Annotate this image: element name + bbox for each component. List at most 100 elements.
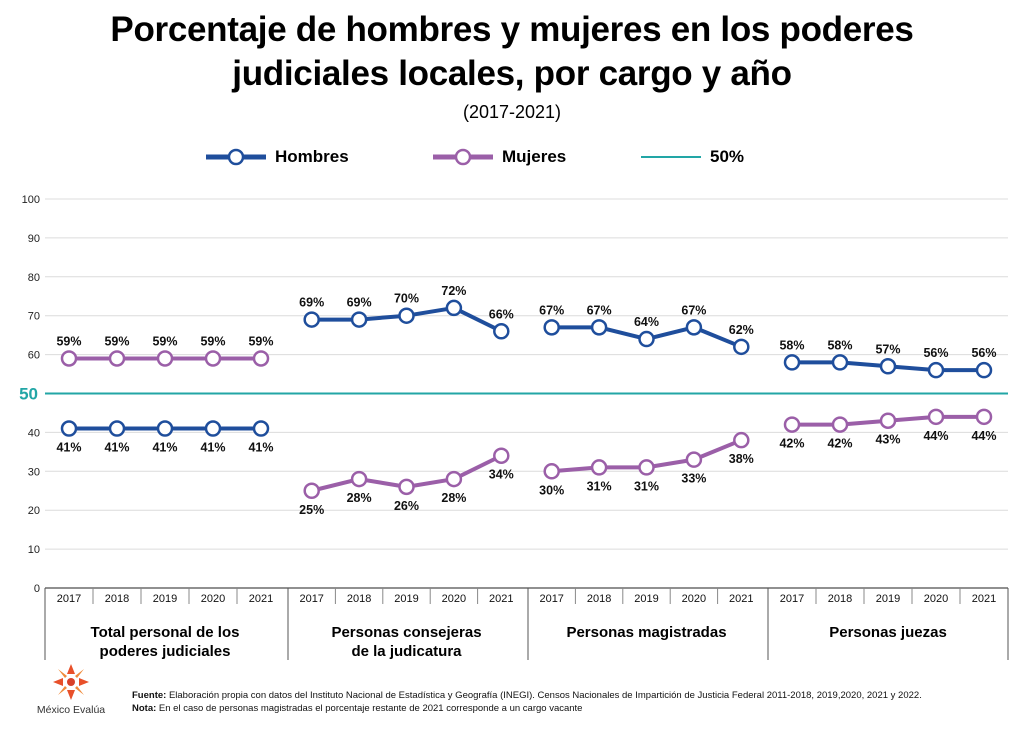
chart-title-line1: Porcentaje de hombres y mujeres en los p… bbox=[110, 10, 914, 49]
data-label: 56% bbox=[971, 346, 996, 360]
data-point-hombres bbox=[638, 330, 655, 348]
data-point-hombres bbox=[543, 319, 560, 336]
x-tick-label: 2020 bbox=[924, 593, 948, 605]
data-point-hombres bbox=[350, 311, 368, 328]
data-point-hombres bbox=[108, 420, 126, 437]
x-tick-label: 2021 bbox=[489, 593, 513, 605]
data-point-mujeres bbox=[303, 482, 320, 499]
data-label: 42% bbox=[779, 437, 804, 451]
x-tick-label: 2017 bbox=[299, 593, 323, 605]
data-label: 67% bbox=[587, 303, 612, 317]
data-label: 28% bbox=[441, 491, 466, 505]
legend-item-hombres: Hombres bbox=[205, 143, 349, 171]
data-label: 56% bbox=[923, 346, 948, 360]
x-tick-label: 2017 bbox=[780, 593, 804, 605]
x-tick-label: 2018 bbox=[828, 593, 852, 605]
footer-note-label: Nota: bbox=[132, 703, 157, 714]
data-label: 59% bbox=[104, 334, 129, 348]
data-label: 59% bbox=[56, 334, 81, 348]
y-tick-label: 40 bbox=[28, 427, 40, 439]
data-point-mujeres bbox=[927, 408, 945, 426]
data-point-mujeres bbox=[493, 447, 510, 464]
data-label: 67% bbox=[539, 303, 564, 317]
data-point-hombres bbox=[252, 420, 270, 437]
data-point-mujeres bbox=[831, 416, 849, 433]
data-point-mujeres bbox=[156, 350, 174, 367]
y-tick-label: 10 bbox=[28, 544, 40, 556]
data-point-mujeres bbox=[879, 412, 897, 429]
data-point-hombres bbox=[445, 299, 463, 317]
data-point-mujeres bbox=[108, 350, 126, 367]
group-label: de la judicatura bbox=[351, 643, 462, 660]
data-label: 58% bbox=[827, 338, 852, 352]
group-label: Personas juezas bbox=[829, 624, 947, 641]
x-tick-label: 2021 bbox=[729, 593, 753, 605]
data-label: 59% bbox=[200, 334, 225, 348]
data-point-hombres bbox=[783, 354, 801, 371]
data-label: 38% bbox=[729, 452, 754, 466]
group-label: Personas consejeras bbox=[331, 624, 481, 641]
data-point-mujeres bbox=[590, 459, 608, 476]
y-tick-label: 90 bbox=[28, 233, 40, 245]
data-label: 41% bbox=[152, 441, 177, 455]
data-point-mujeres bbox=[204, 350, 222, 367]
group-label: Total personal de los bbox=[91, 624, 240, 641]
data-point-hombres bbox=[493, 323, 510, 340]
chart-title: Porcentaje de hombres y mujeres en los p… bbox=[0, 8, 1024, 96]
x-tick-label: 2017 bbox=[57, 593, 81, 605]
legend-swatch-ref bbox=[641, 156, 701, 158]
x-tick-label: 2020 bbox=[442, 593, 466, 605]
data-label: 59% bbox=[152, 334, 177, 348]
y-tick-label: 30 bbox=[28, 466, 40, 478]
x-tick-label: 2019 bbox=[394, 593, 418, 605]
footer-source-label: Fuente: bbox=[132, 690, 167, 701]
legend-swatch-mujeres bbox=[433, 148, 493, 166]
y-tick-label: 100 bbox=[22, 194, 40, 206]
x-tick-label: 2017 bbox=[539, 593, 563, 605]
data-point-hombres bbox=[685, 319, 703, 336]
data-point-mujeres bbox=[60, 350, 78, 367]
data-label: 33% bbox=[681, 472, 706, 486]
data-label: 34% bbox=[489, 468, 514, 482]
data-point-mujeres bbox=[975, 408, 993, 426]
data-point-hombres bbox=[156, 420, 174, 437]
y-tick-label: 20 bbox=[28, 505, 40, 517]
legend-label-hombres: Hombres bbox=[275, 147, 349, 166]
x-tick-label: 2020 bbox=[682, 593, 706, 605]
data-label: 72% bbox=[441, 284, 466, 298]
data-label: 59% bbox=[248, 334, 273, 348]
x-tick-label: 2019 bbox=[876, 593, 900, 605]
logo-text: México Evalúa bbox=[36, 704, 106, 716]
data-point-mujeres bbox=[398, 478, 415, 496]
footer-source: Fuente: Elaboración propia con datos del… bbox=[132, 689, 922, 702]
data-point-hombres bbox=[303, 311, 320, 328]
group-label: Personas magistradas bbox=[566, 624, 726, 641]
y-tick-label: 0 bbox=[34, 583, 40, 595]
data-point-mujeres bbox=[445, 470, 463, 488]
chart-title-line2: judiciales locales, por cargo y año bbox=[232, 54, 792, 93]
data-point-mujeres bbox=[252, 350, 270, 367]
legend-item-ref: 50% bbox=[640, 143, 744, 171]
x-tick-label: 2020 bbox=[201, 593, 225, 605]
footer-note-text: En el caso de personas magistradas el po… bbox=[156, 703, 583, 714]
y-tick-label: 60 bbox=[28, 350, 40, 362]
y-tick-label: 70 bbox=[28, 311, 40, 323]
data-label: 57% bbox=[875, 342, 900, 356]
data-point-hombres bbox=[204, 420, 222, 437]
data-label: 28% bbox=[347, 491, 372, 505]
footer-note: Nota: En el caso de personas magistradas… bbox=[132, 702, 922, 715]
data-label: 62% bbox=[729, 323, 754, 337]
data-label: 44% bbox=[923, 429, 948, 443]
data-label: 64% bbox=[634, 315, 659, 329]
data-point-hombres bbox=[60, 420, 78, 437]
footer-source-text: Elaboración propia con datos del Institu… bbox=[166, 690, 922, 701]
data-label: 31% bbox=[634, 479, 659, 493]
data-label: 67% bbox=[681, 303, 706, 317]
data-label: 43% bbox=[875, 433, 900, 447]
data-label: 42% bbox=[827, 437, 852, 451]
legend-swatch-hombres bbox=[206, 148, 266, 166]
data-point-mujeres bbox=[543, 463, 560, 480]
data-label: 41% bbox=[56, 441, 81, 455]
data-label: 41% bbox=[248, 441, 273, 455]
